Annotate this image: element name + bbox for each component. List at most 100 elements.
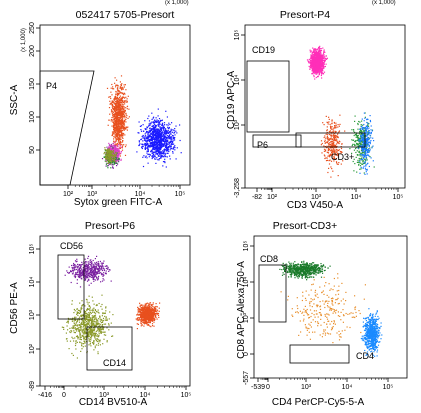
event-dot bbox=[355, 140, 357, 142]
event-dot bbox=[359, 128, 361, 130]
event-dot bbox=[340, 151, 342, 153]
event-dot bbox=[321, 58, 323, 60]
event-dot bbox=[316, 58, 318, 60]
event-dot bbox=[114, 143, 116, 146]
event-dot bbox=[357, 143, 359, 146]
event-dot bbox=[161, 132, 163, 134]
event-dot bbox=[306, 59, 309, 61]
event-dot bbox=[123, 129, 125, 131]
event-dot bbox=[354, 120, 356, 122]
event-dot bbox=[121, 134, 123, 136]
event-dot bbox=[124, 114, 126, 116]
event-dot bbox=[357, 159, 359, 161]
event-dot bbox=[328, 163, 331, 165]
event-dot bbox=[336, 150, 338, 152]
event-dot bbox=[112, 157, 114, 159]
event-dot bbox=[334, 126, 336, 128]
event-dot bbox=[115, 107, 117, 109]
event-dot bbox=[121, 106, 123, 108]
event-dot bbox=[117, 159, 119, 162]
event-dot bbox=[159, 127, 161, 129]
event-dot bbox=[157, 124, 159, 126]
event-dot bbox=[161, 142, 163, 145]
event-dot bbox=[314, 52, 316, 54]
event-dot bbox=[314, 61, 316, 63]
event-dot bbox=[365, 165, 367, 167]
event-dot bbox=[349, 148, 351, 150]
event-dot bbox=[163, 128, 165, 130]
event-dot bbox=[329, 130, 332, 132]
event-dot bbox=[114, 82, 116, 84]
event-dot bbox=[359, 158, 361, 160]
event-dot bbox=[112, 111, 114, 113]
event-dot bbox=[158, 135, 160, 137]
event-dot bbox=[94, 267, 96, 269]
event-dot bbox=[324, 150, 327, 152]
event-dot bbox=[88, 279, 90, 281]
event-dot bbox=[168, 137, 170, 139]
event-dot bbox=[117, 128, 119, 130]
event-dot bbox=[119, 109, 121, 111]
event-dot bbox=[155, 135, 157, 137]
event-dot bbox=[114, 131, 116, 133]
event-dot bbox=[312, 54, 314, 56]
event-dot bbox=[331, 153, 333, 155]
event-dot bbox=[366, 173, 368, 175]
event-dot bbox=[123, 101, 126, 103]
event-dot bbox=[155, 117, 157, 119]
event-dot bbox=[335, 127, 337, 129]
event-dot bbox=[74, 276, 76, 279]
event-dot bbox=[100, 281, 102, 283]
event-dot bbox=[87, 264, 89, 266]
event-dot bbox=[115, 120, 118, 122]
event-dot bbox=[319, 68, 321, 70]
event-dot bbox=[116, 113, 118, 115]
event-dot bbox=[323, 51, 325, 53]
event-dot bbox=[152, 138, 154, 140]
event-dot bbox=[167, 126, 169, 128]
event-dot bbox=[363, 137, 365, 139]
event-dot bbox=[331, 142, 333, 145]
event-dot bbox=[334, 145, 336, 147]
y-tick-label: 50 bbox=[29, 146, 36, 154]
event-dot bbox=[152, 152, 154, 154]
event-dot bbox=[158, 142, 160, 144]
event-dot bbox=[110, 111, 113, 113]
event-dot bbox=[148, 125, 150, 127]
event-dot bbox=[337, 142, 339, 144]
event-dot bbox=[153, 142, 156, 144]
event-dot bbox=[322, 55, 324, 57]
event-dot bbox=[90, 271, 92, 273]
event-dot bbox=[315, 65, 318, 67]
event-dot bbox=[363, 130, 365, 132]
event-dot bbox=[169, 158, 171, 160]
event-dot bbox=[115, 116, 117, 118]
event-dot bbox=[105, 163, 107, 165]
event-dot bbox=[307, 60, 309, 62]
event-dot bbox=[328, 148, 330, 150]
event-dot bbox=[118, 99, 120, 101]
event-dot bbox=[117, 117, 119, 120]
event-dot bbox=[360, 128, 362, 130]
event-dot bbox=[153, 155, 155, 157]
event-dot bbox=[159, 141, 161, 143]
event-dot bbox=[151, 139, 153, 141]
event-dot bbox=[328, 116, 330, 118]
event-dot bbox=[98, 270, 100, 272]
event-dot bbox=[97, 268, 99, 270]
event-dot bbox=[340, 152, 342, 154]
event-dot bbox=[107, 153, 109, 155]
event-dot bbox=[368, 141, 370, 143]
event-dot bbox=[353, 158, 355, 160]
event-dot bbox=[106, 146, 108, 148]
event-dot bbox=[115, 114, 117, 116]
event-dot bbox=[86, 266, 89, 268]
event-dot bbox=[99, 268, 101, 270]
event-dot bbox=[321, 65, 323, 68]
event-dot bbox=[157, 144, 159, 146]
event-dot bbox=[356, 150, 358, 152]
event-dot bbox=[106, 153, 108, 155]
event-dot bbox=[117, 131, 119, 133]
panel-3-x-label: CD14 BV510-A bbox=[79, 397, 148, 408]
